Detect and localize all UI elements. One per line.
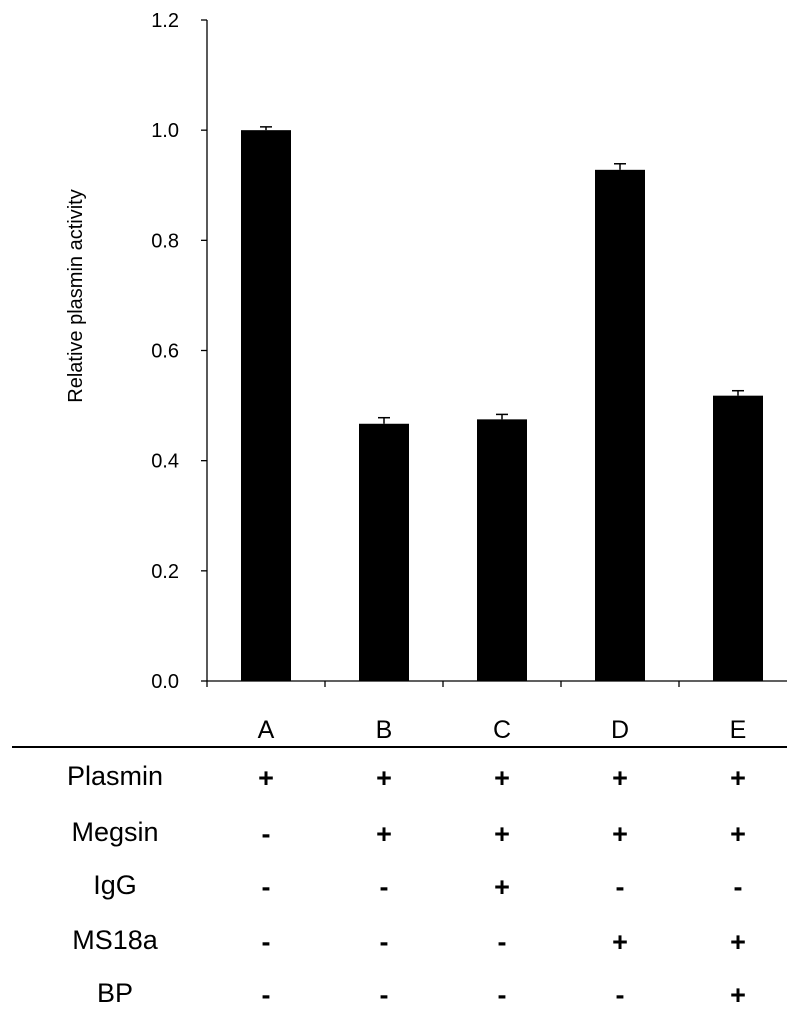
condition-label: IgG [93,870,137,900]
y-tick-label: 0.4 [151,451,179,473]
category-label: A [258,716,275,744]
condition-label: BP [97,978,133,1008]
category-label: C [493,716,511,744]
category-labels: A B C D E [258,716,747,744]
y-tick-label: 1.0 [151,120,179,142]
condition-cell: - [262,980,271,1009]
bar-A [241,130,291,681]
condition-cell: + [494,872,510,902]
condition-cell: + [494,763,510,793]
condition-cell: - [380,872,389,902]
category-label: E [730,716,747,744]
condition-cell: + [612,927,628,957]
condition-cell: - [616,872,625,902]
y-axis-label: Relative plasmin activity [65,189,87,402]
condition-table: Plasmin + + + + + Megsin - + + + + IgG - - + - - MS18a - - - +… [67,761,746,1009]
bar-D [595,169,645,681]
category-label: B [376,716,393,744]
condition-cell: - [262,927,271,957]
condition-cell: + [258,763,274,793]
condition-cell: - [498,980,507,1009]
condition-label: Plasmin [67,761,163,791]
condition-cell: - [734,872,743,902]
condition-cell: + [612,763,628,793]
condition-label: Megsin [71,817,158,847]
condition-cell: + [376,763,392,793]
condition-label: MS18a [72,925,159,955]
bars [241,126,763,681]
condition-cell: + [730,927,746,957]
y-tick-label: 0.6 [151,341,179,363]
condition-cell: + [730,819,746,849]
y-tick-label: 1.2 [151,10,179,32]
bar-C [477,419,527,681]
condition-cell: - [262,872,271,902]
condition-cell: + [376,819,392,849]
condition-cell: + [730,763,746,793]
condition-cell: - [616,980,625,1009]
y-tick-label: 0.2 [151,561,179,583]
y-tick-label: 0.8 [151,230,179,252]
condition-cell: + [730,980,746,1009]
y-tick-label: 0.0 [151,671,179,693]
condition-cell: + [612,819,628,849]
axes: 0.0 0.2 0.4 0.6 0.8 1.0 1.2 [151,10,787,693]
category-label: D [611,716,629,744]
condition-cell: - [380,927,389,957]
bar-E [713,395,763,681]
condition-cell: - [498,927,507,957]
condition-cell: - [262,819,271,849]
condition-cell: - [380,980,389,1009]
bar-B [359,423,409,681]
condition-cell: + [494,819,510,849]
